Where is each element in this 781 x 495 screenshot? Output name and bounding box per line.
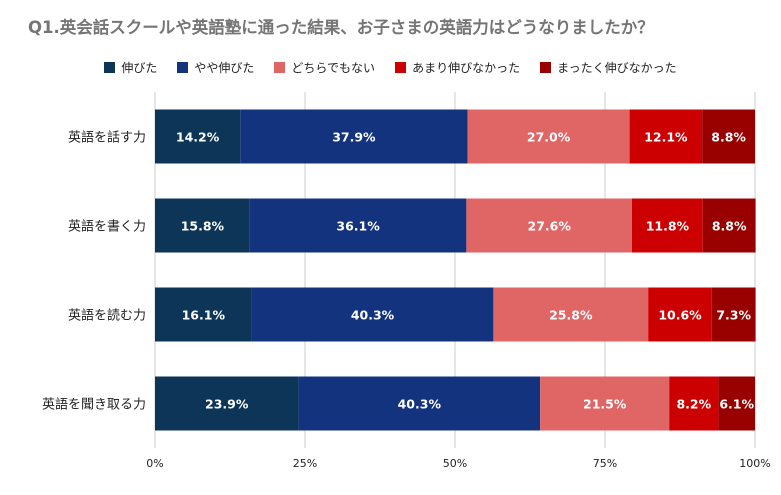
bar-segment bbox=[155, 376, 299, 431]
legend-item-0: 伸びた bbox=[104, 59, 157, 76]
x-tick-label: 50% bbox=[443, 457, 467, 470]
category-label: 英語を書く力 bbox=[68, 219, 146, 235]
legend-label: まったく伸びなかった bbox=[557, 61, 677, 75]
legend-swatch bbox=[540, 62, 552, 73]
data-label: 27.0% bbox=[527, 130, 571, 145]
data-label: 11.8% bbox=[646, 219, 690, 234]
x-tick-label: 0% bbox=[146, 457, 163, 470]
category-label: 英語を話す力 bbox=[68, 130, 146, 146]
bar-segment bbox=[702, 109, 755, 164]
data-label: 37.9% bbox=[332, 130, 376, 145]
x-tick-label: 100% bbox=[739, 457, 770, 470]
legend-item-4: まったく伸びなかった bbox=[540, 59, 677, 76]
bar-segment bbox=[702, 198, 756, 253]
bar-segment bbox=[493, 287, 649, 342]
bar-segment bbox=[669, 376, 719, 431]
bar-segment bbox=[648, 287, 712, 342]
data-label: 27.6% bbox=[528, 219, 572, 234]
bar-segment bbox=[718, 376, 755, 431]
legend-swatch bbox=[104, 62, 116, 73]
bar-segment bbox=[251, 287, 494, 342]
data-label: 23.9% bbox=[205, 397, 249, 412]
bar-segment bbox=[466, 198, 632, 253]
data-label: 15.8% bbox=[181, 219, 225, 234]
legend: 伸びた やや伸びた どちらでもない あまり伸びなかった まったく伸びなかった bbox=[0, 59, 781, 76]
legend-label: やや伸びた bbox=[194, 61, 255, 75]
legend-item-3: あまり伸びなかった bbox=[395, 59, 520, 76]
data-label: 6.1% bbox=[719, 397, 754, 412]
bar-segment bbox=[155, 198, 250, 253]
data-label: 40.3% bbox=[398, 397, 442, 412]
data-label: 14.2% bbox=[176, 130, 220, 145]
legend-label: 伸びた bbox=[121, 61, 158, 75]
data-label: 8.8% bbox=[711, 130, 746, 145]
data-label: 12.1% bbox=[644, 130, 688, 145]
data-label: 8.8% bbox=[712, 219, 747, 234]
category-label: 英語を聞き取る力 bbox=[42, 397, 146, 413]
data-label: 10.6% bbox=[658, 308, 702, 323]
data-label: 36.1% bbox=[336, 219, 380, 234]
chart-title: Q1.英会話スクールや英語塾に通った結果、お子さまの英語力はどうなりましたか？ bbox=[28, 18, 654, 37]
legend-label: あまり伸びなかった bbox=[412, 61, 521, 75]
bar-segment bbox=[467, 109, 630, 164]
data-label: 8.2% bbox=[676, 397, 711, 412]
bar-segment bbox=[711, 287, 756, 342]
bar-segment bbox=[629, 109, 703, 164]
bar-segment bbox=[632, 198, 703, 253]
legend-item-1: やや伸びた bbox=[177, 59, 254, 76]
category-label: 英語を読む力 bbox=[68, 308, 146, 324]
bar-segment bbox=[155, 287, 252, 342]
bar-segment bbox=[540, 376, 670, 431]
x-tick-label: 25% bbox=[293, 457, 317, 470]
data-label: 25.8% bbox=[549, 308, 593, 323]
data-label: 40.3% bbox=[351, 308, 395, 323]
legend-swatch bbox=[395, 62, 407, 73]
bar-segment bbox=[298, 376, 541, 431]
x-tick-label: 75% bbox=[593, 457, 617, 470]
bar-segment bbox=[249, 198, 467, 253]
bar-segment bbox=[155, 109, 241, 164]
bar-segment bbox=[240, 109, 468, 164]
data-label: 16.1% bbox=[182, 308, 226, 323]
data-label: 7.3% bbox=[716, 308, 751, 323]
legend-item-2: どちらでもない bbox=[274, 59, 375, 76]
legend-swatch bbox=[274, 62, 286, 73]
data-label: 21.5% bbox=[583, 397, 627, 412]
legend-label: どちらでもない bbox=[291, 61, 376, 75]
legend-swatch bbox=[177, 62, 189, 73]
